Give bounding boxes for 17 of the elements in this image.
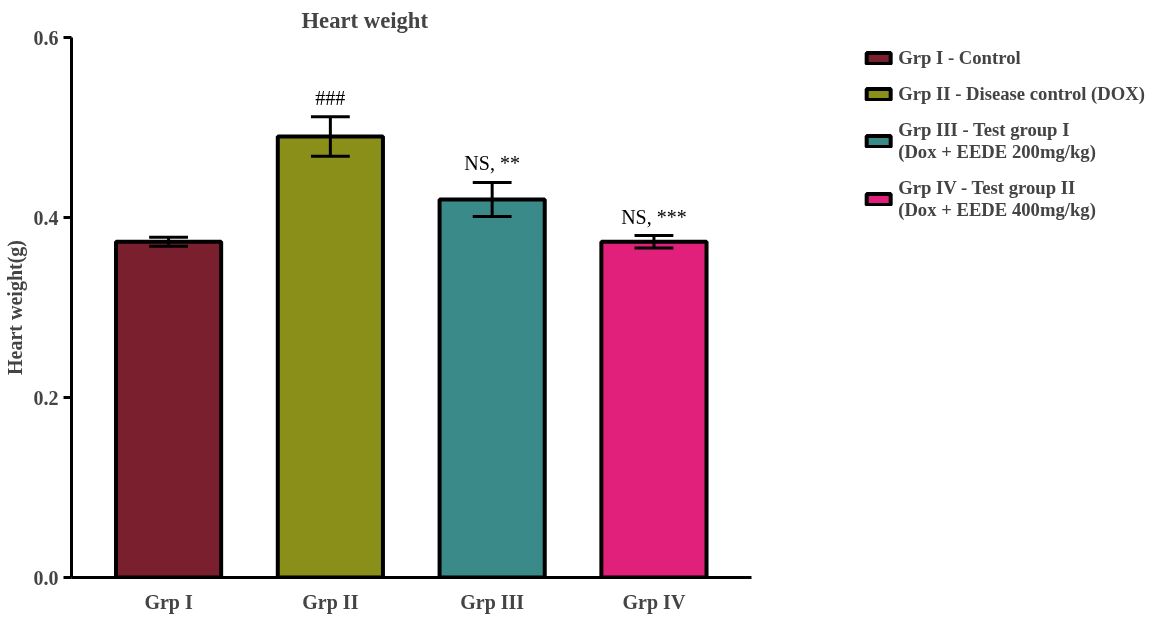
legend-label: Grp III - Test group I (Dox + EEDE 200mg/kg) [898, 119, 1096, 163]
x-tick-label: Grp II [302, 590, 359, 614]
annotation: NS, ** [464, 152, 520, 175]
annotation: ### [315, 86, 346, 109]
x-tick-label: Grp I [144, 590, 193, 614]
x-tick-label: Grp III [460, 590, 525, 614]
legend-label: Grp I - Control [898, 47, 1021, 69]
x-tick-label: Grp IV [622, 590, 686, 614]
chart-title: Heart weight [301, 7, 429, 33]
y-axis-title: Heart weight(g) [3, 240, 27, 375]
annotation: NS, *** [621, 205, 687, 228]
y-tick-label: 0.0 [33, 566, 59, 589]
y-tick-label: 0.2 [33, 386, 59, 409]
y-tick-label: 0.4 [33, 206, 59, 229]
y-tick-label: 0.6 [33, 26, 59, 49]
legend-label: Grp IV - Test group II (Dox + EEDE 400mg/kg) [898, 177, 1096, 221]
legend-label: Grp II - Disease control (DOX) [898, 83, 1145, 105]
